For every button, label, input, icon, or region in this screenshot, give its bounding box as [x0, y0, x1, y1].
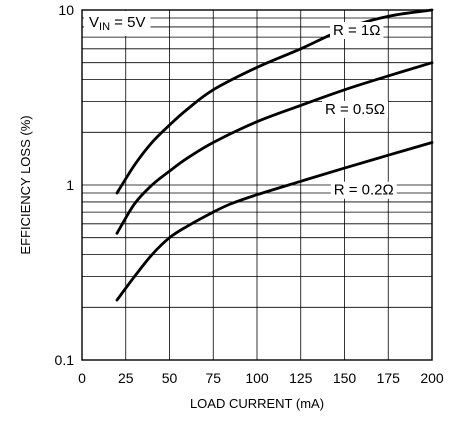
y-tick-label: 10	[58, 2, 74, 18]
series-1-label-background	[330, 21, 384, 39]
curve-labels: R = 1Ω R = 0.5Ω R = 0.2Ω	[322, 21, 397, 199]
y-tick-label: 0.1	[55, 352, 75, 368]
series-2-label: R = 0.5Ω	[325, 101, 385, 118]
x-tick-label: 75	[205, 370, 221, 386]
vin-annotation-text: VIN = 5V	[89, 14, 145, 33]
vin-annotation-subscript: IN	[99, 21, 110, 33]
x-tick-label: 100	[245, 370, 269, 386]
y-tick-label: 1	[66, 177, 74, 193]
y-tick-labels: 0.1 1 10	[55, 2, 75, 368]
x-axis-label: LOAD CURRENT (mA)	[190, 396, 324, 411]
plot-frame	[81, 9, 433, 361]
x-tick-label: 150	[333, 370, 357, 386]
x-tick-label: 25	[118, 370, 134, 386]
x-tick-label: 50	[162, 370, 178, 386]
x-tick-label: 125	[289, 370, 313, 386]
series-3-line	[115, 141, 434, 302]
vin-annotation-background	[84, 11, 151, 36]
vin-annotation: VIN = 5V	[84, 11, 151, 36]
series-3-label-background	[330, 181, 397, 199]
curves	[115, 8, 434, 302]
vin-annotation-suffix: = 5V	[110, 14, 145, 31]
x-tick-labels: 0 25 50 75 100 125 150 175 200	[78, 370, 444, 386]
x-tick-label: 175	[377, 370, 401, 386]
x-tick-label: 0	[78, 370, 86, 386]
series-1-label: R = 1Ω	[333, 22, 380, 39]
series-2-line	[115, 61, 434, 235]
series-2-label-background	[322, 100, 388, 118]
x-tick-label: 200	[420, 370, 444, 386]
y-axis-label: EFFICIENCY LOSS (%)	[18, 115, 33, 254]
vin-annotation-prefix: V	[89, 14, 99, 31]
series-3-label: R = 0.2Ω	[334, 182, 394, 199]
